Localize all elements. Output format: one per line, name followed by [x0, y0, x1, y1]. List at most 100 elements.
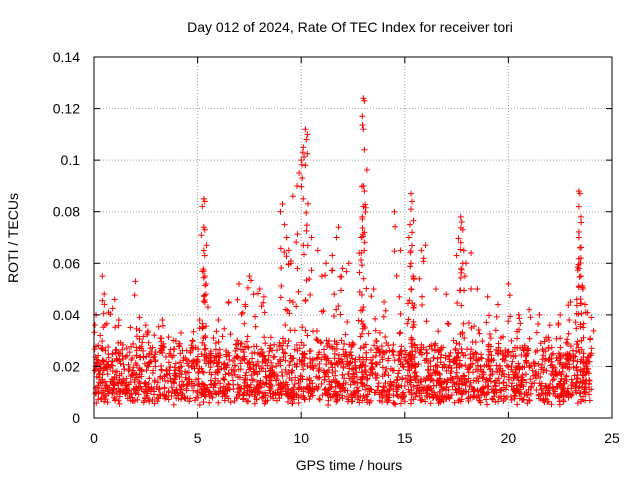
data-point	[538, 366, 545, 373]
data-point	[187, 349, 194, 356]
data-point	[343, 361, 350, 368]
data-point	[154, 398, 161, 405]
data-point	[429, 346, 436, 353]
data-point	[517, 320, 524, 327]
data-point	[218, 365, 225, 372]
data-point	[171, 346, 178, 353]
data-point	[324, 342, 331, 349]
data-point	[353, 388, 360, 395]
data-point	[438, 351, 445, 358]
data-point	[419, 301, 426, 308]
data-point	[202, 345, 209, 352]
data-point	[446, 358, 453, 365]
data-point	[493, 313, 500, 320]
data-point	[136, 335, 143, 342]
data-point	[142, 379, 149, 386]
data-point	[528, 383, 535, 390]
data-point	[316, 395, 323, 402]
data-point	[398, 343, 405, 350]
data-point	[521, 364, 528, 371]
data-point	[476, 373, 483, 380]
data-point	[310, 365, 317, 372]
data-point	[165, 389, 172, 396]
data-point	[338, 287, 345, 294]
data-point	[99, 376, 106, 383]
data-point	[201, 273, 208, 280]
data-point	[357, 379, 364, 386]
data-point	[201, 292, 208, 299]
data-point	[119, 352, 126, 359]
data-point	[302, 126, 309, 133]
data-point	[213, 328, 220, 335]
data-point	[282, 322, 289, 329]
data-point	[363, 356, 370, 363]
data-point	[221, 397, 228, 404]
y-tick-label: 0.04	[53, 307, 80, 323]
data-point	[451, 399, 458, 406]
data-point	[446, 394, 453, 401]
data-point	[315, 368, 322, 375]
data-point	[97, 380, 104, 387]
data-point	[534, 347, 541, 354]
data-point	[419, 293, 426, 300]
data-point	[359, 325, 366, 332]
data-point	[515, 360, 522, 367]
data-point	[256, 389, 263, 396]
data-points	[91, 95, 597, 408]
data-point	[519, 396, 526, 403]
data-point	[140, 333, 147, 340]
data-point	[204, 304, 211, 311]
data-point	[470, 377, 477, 384]
data-point	[408, 260, 415, 267]
data-point	[256, 368, 263, 375]
data-point	[305, 200, 312, 207]
data-point	[219, 387, 226, 394]
data-point	[408, 206, 415, 213]
data-point	[172, 386, 179, 393]
data-point	[383, 387, 390, 394]
data-point	[577, 273, 584, 280]
data-point	[360, 304, 367, 311]
data-point	[387, 383, 394, 390]
data-point	[192, 376, 199, 383]
data-point	[110, 386, 117, 393]
data-point	[163, 371, 170, 378]
data-point	[333, 341, 340, 348]
data-point	[408, 391, 415, 398]
data-point	[460, 373, 467, 380]
data-point	[503, 362, 510, 369]
data-point	[116, 400, 123, 407]
data-point	[300, 366, 307, 373]
data-point	[364, 382, 371, 389]
data-point	[325, 367, 332, 374]
data-point	[253, 363, 260, 370]
data-point	[358, 369, 365, 376]
data-point	[450, 337, 457, 344]
data-point	[203, 323, 210, 330]
data-point	[347, 381, 354, 388]
data-point	[236, 385, 243, 392]
data-point	[576, 190, 583, 197]
data-point	[557, 311, 564, 318]
data-point	[557, 335, 564, 342]
data-point	[286, 310, 293, 317]
data-point	[196, 365, 203, 372]
data-point	[355, 317, 362, 324]
data-point	[318, 356, 325, 363]
data-point	[341, 375, 348, 382]
data-point	[227, 331, 234, 338]
data-point	[460, 247, 467, 254]
data-point	[434, 355, 441, 362]
data-point	[480, 384, 487, 391]
data-point	[580, 324, 587, 331]
data-point	[145, 363, 152, 370]
data-point	[321, 376, 328, 383]
data-point	[303, 227, 310, 234]
data-point	[455, 350, 462, 357]
data-point	[553, 354, 560, 361]
data-point	[242, 372, 249, 379]
data-point	[178, 363, 185, 370]
data-point	[586, 381, 593, 388]
data-point	[390, 341, 397, 348]
data-point	[350, 366, 357, 373]
